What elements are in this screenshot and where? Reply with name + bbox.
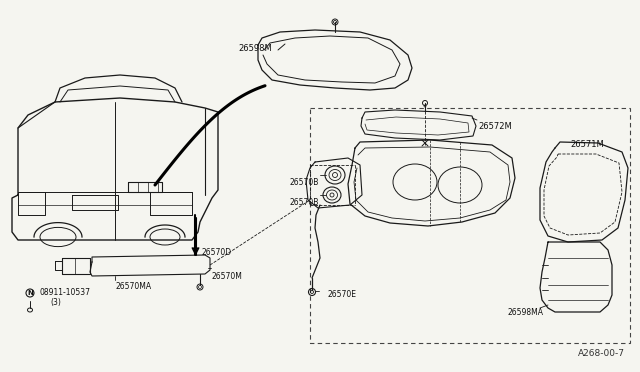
Bar [310, 108, 630, 343]
Text: 26570B: 26570B [290, 178, 319, 187]
Text: A268-00-7: A268-00-7 [578, 349, 625, 358]
Text: 26570M: 26570M [212, 272, 243, 281]
Text: 26598MA: 26598MA [508, 308, 544, 317]
Text: 26570MA: 26570MA [115, 282, 151, 291]
Text: N: N [27, 290, 33, 296]
Text: 26598M: 26598M [238, 44, 272, 53]
Text: 26571M: 26571M [570, 140, 604, 149]
Text: 08911-10537: 08911-10537 [40, 288, 91, 297]
Text: 26570E: 26570E [328, 290, 357, 299]
Text: (3): (3) [50, 298, 61, 307]
Text: 26572M: 26572M [478, 122, 512, 131]
Text: 26570B: 26570B [290, 198, 319, 207]
Text: 26570D: 26570D [202, 248, 232, 257]
